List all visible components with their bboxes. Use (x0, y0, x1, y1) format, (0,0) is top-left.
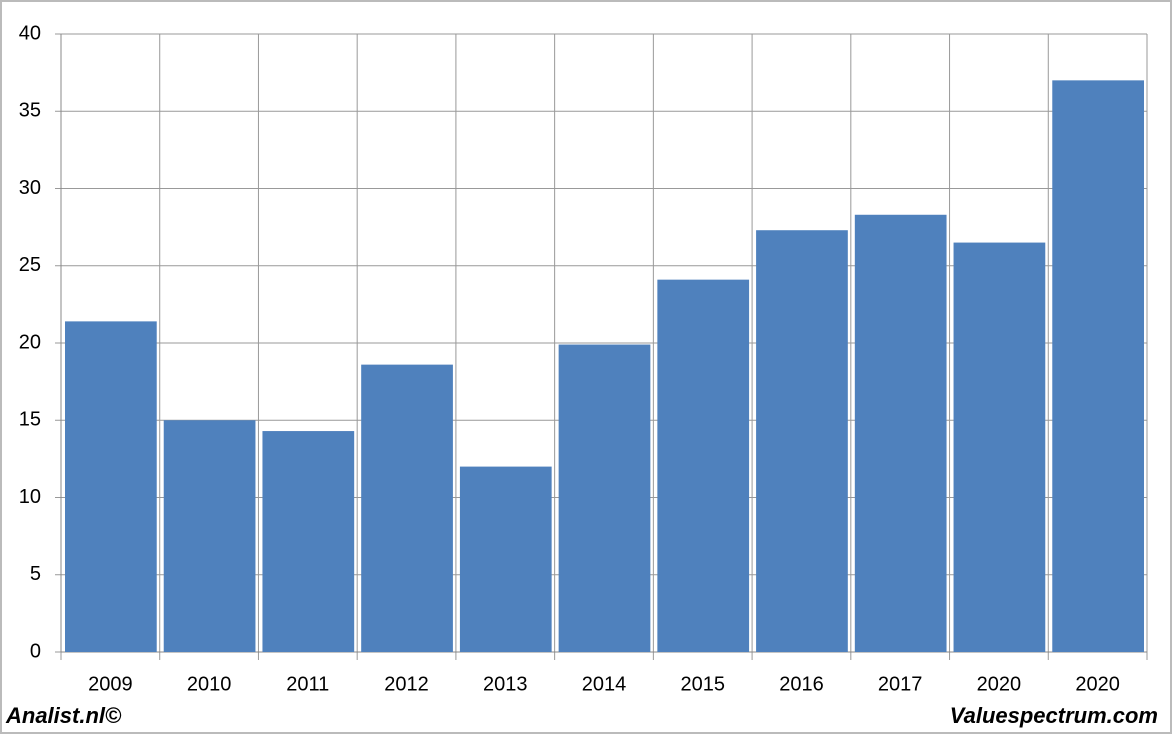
bar (854, 214, 947, 652)
bar (756, 230, 848, 652)
x-tick-label: 2020 (977, 673, 1022, 695)
bar (65, 321, 157, 652)
y-tick-label: 5 (30, 563, 41, 585)
x-tick-label: 2011 (286, 673, 329, 695)
x-tick-label: 2016 (779, 673, 824, 695)
bar (1052, 80, 1144, 653)
x-tick-label: 2009 (88, 673, 133, 695)
y-tick-label: 10 (19, 486, 41, 508)
bar (361, 364, 453, 652)
x-tick-label: 2020 (1075, 673, 1120, 695)
bar (163, 420, 256, 652)
x-tick-label: 2010 (187, 673, 232, 695)
x-tick-label: 2013 (483, 673, 528, 695)
y-tick-label: 0 (30, 640, 41, 662)
x-tick-label: 2015 (680, 673, 725, 695)
y-tick-label: 20 (19, 331, 41, 353)
footer-left: Analist.nl© (5, 703, 122, 728)
y-tick-label: 40 (19, 22, 41, 44)
x-tick-label: 2017 (878, 673, 923, 695)
bar (459, 466, 552, 652)
y-tick-label: 35 (19, 100, 41, 122)
y-tick-label: 15 (19, 409, 41, 431)
y-tick-label: 25 (19, 254, 41, 276)
bar (657, 279, 750, 652)
footer-right: Valuespectrum.com (950, 703, 1158, 728)
bar (953, 242, 1046, 652)
x-tick-label: 2012 (384, 673, 429, 695)
y-tick-label: 30 (19, 177, 41, 199)
x-tick-label: 2014 (582, 673, 627, 695)
bar (262, 431, 355, 652)
bar (558, 344, 651, 652)
